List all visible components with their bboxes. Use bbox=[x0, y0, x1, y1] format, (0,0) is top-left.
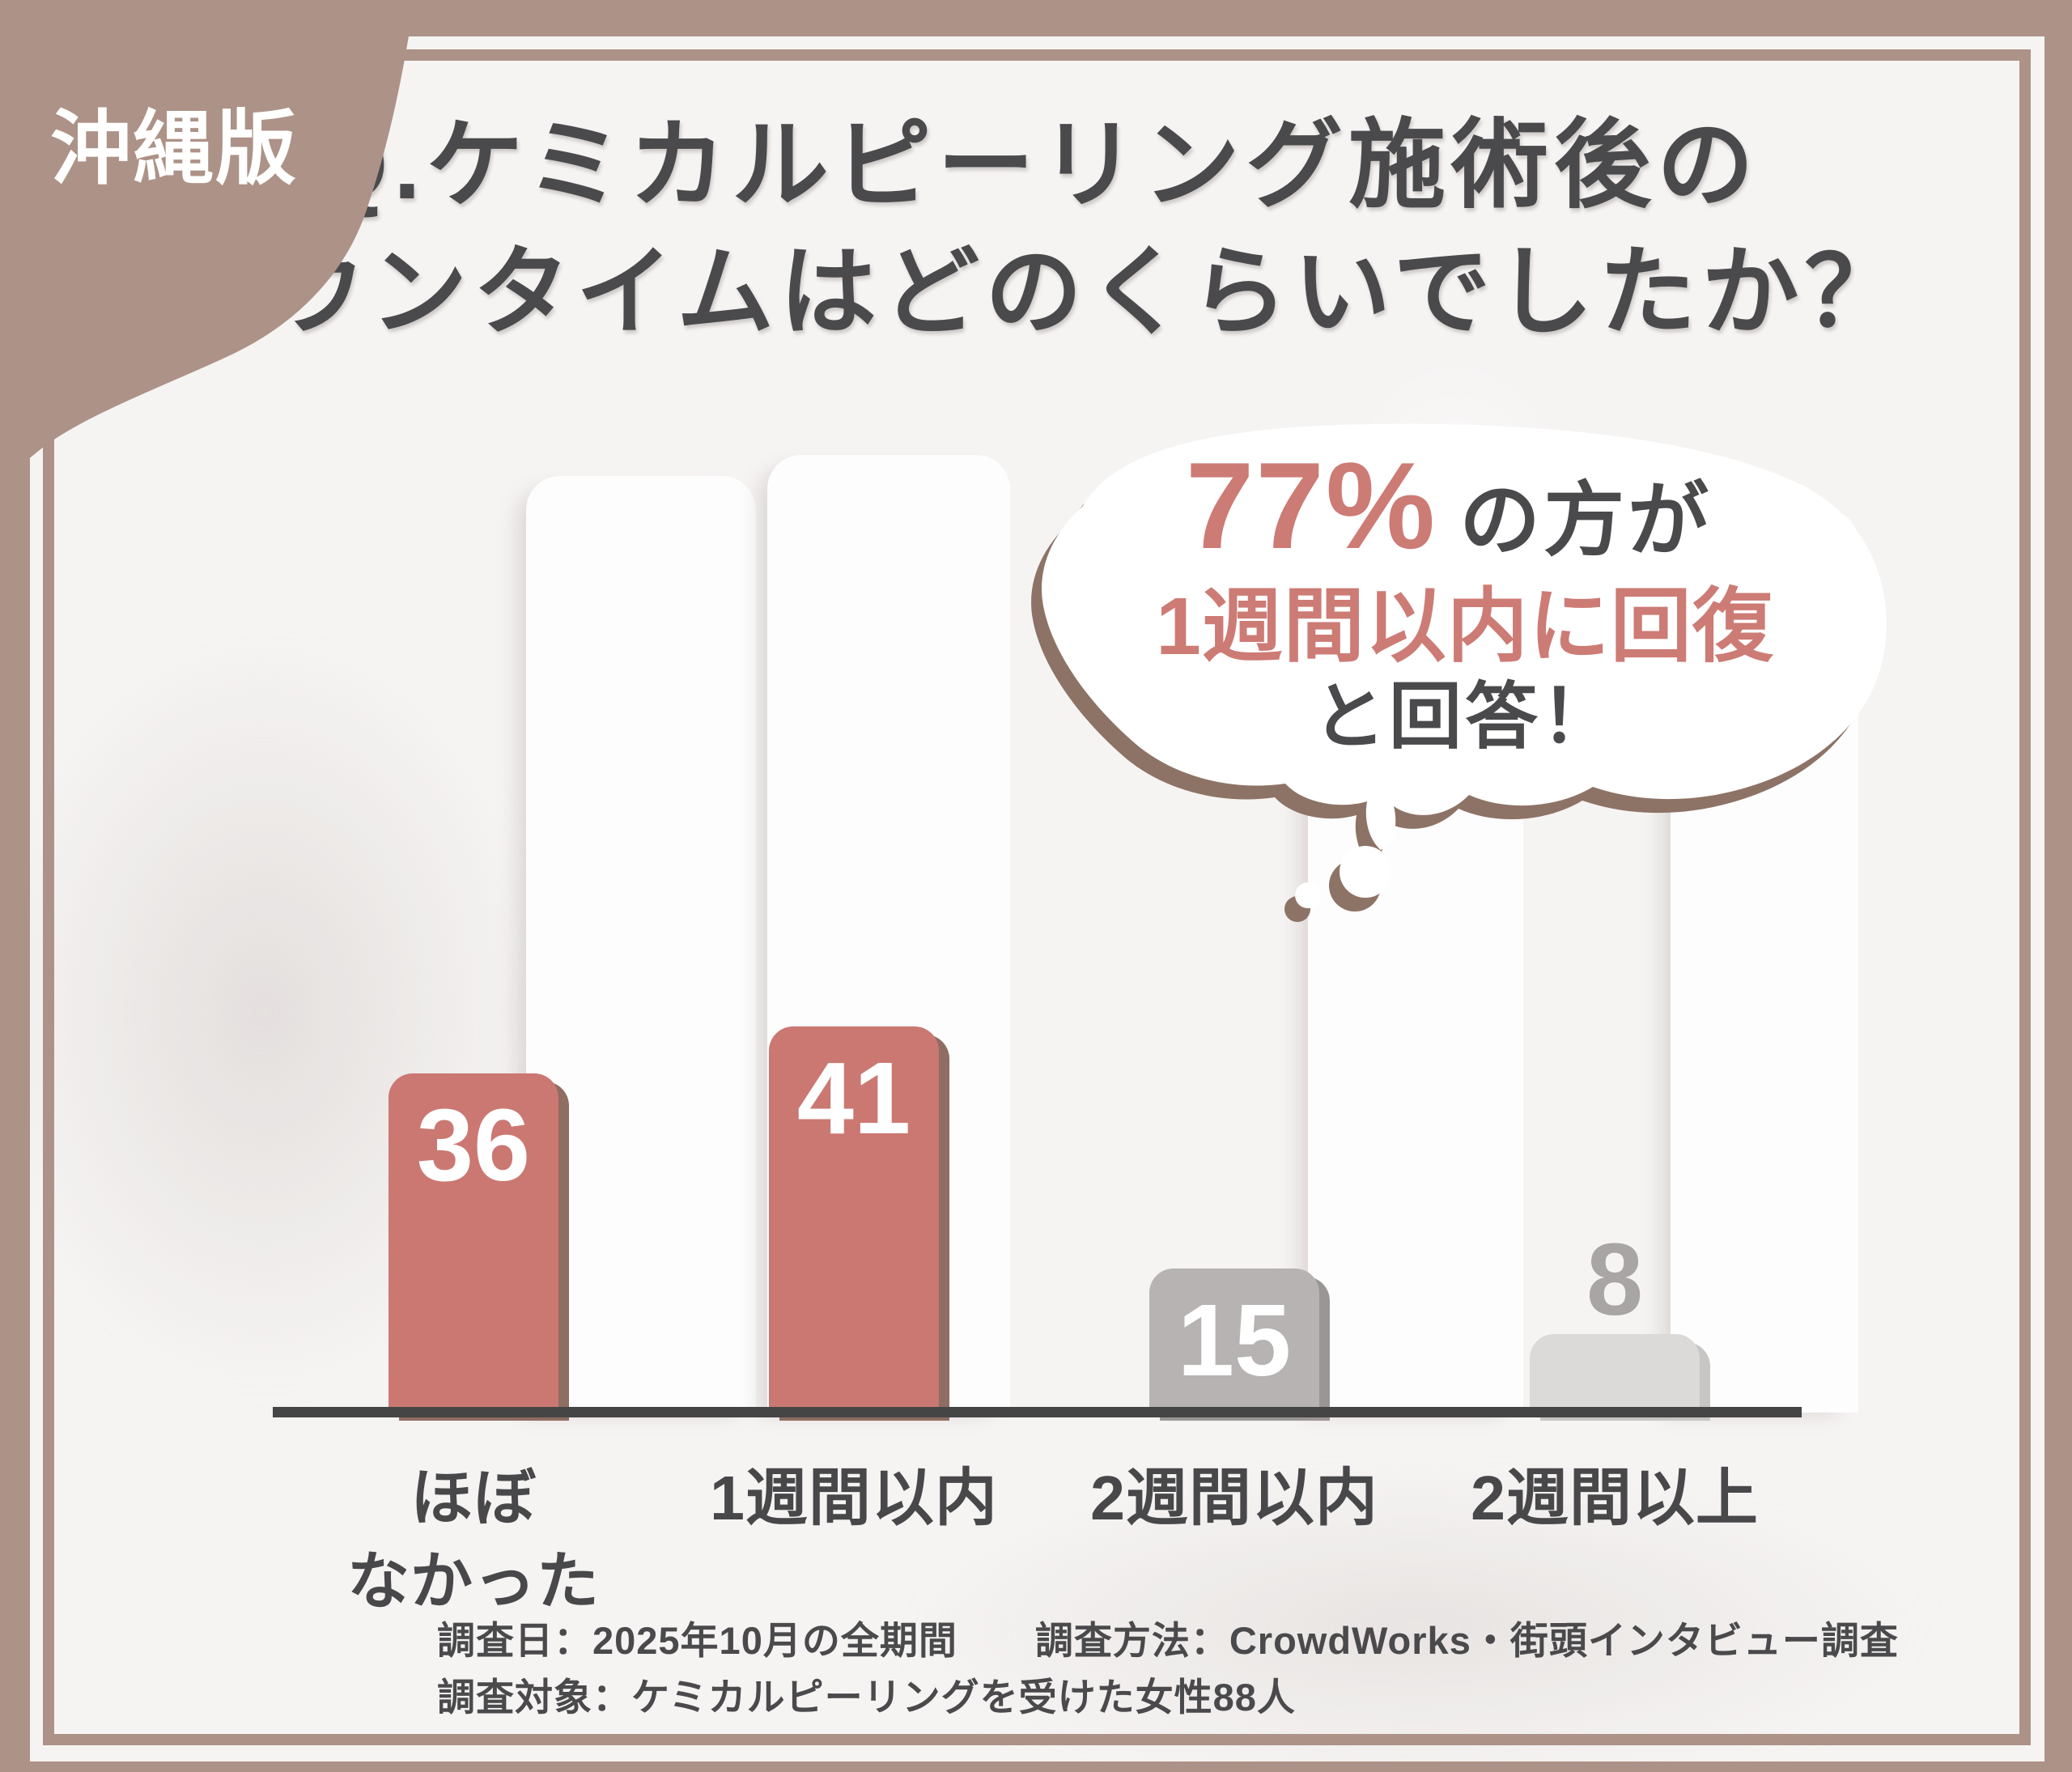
bar bbox=[769, 1026, 939, 1413]
bar-value-label: 36 bbox=[416, 1088, 531, 1202]
corner-blob bbox=[0, 0, 414, 482]
bar bbox=[388, 1073, 558, 1413]
footer-line1: 調査日：2025年10月の全期間 調査方法：CrowdWorks・街頭インタビュ… bbox=[437, 1619, 1899, 1662]
footer-line2: 調査対象：ケミカルピーリングを受けた女性88人 bbox=[437, 1676, 1296, 1719]
category-label: 2週間以内 bbox=[1090, 1464, 1378, 1533]
axis-line bbox=[273, 1407, 1802, 1417]
page-title-line1: Q.ケミカルピーリング施術後の bbox=[312, 111, 1760, 219]
footer: 調査日：2025年10月の全期間 調査方法：CrowdWorks・街頭インタビュ… bbox=[437, 1613, 1899, 1726]
bubble-answer: と回答！ bbox=[1313, 677, 1617, 758]
category-label: ほぼ なかった bbox=[347, 1464, 600, 1617]
bar bbox=[1149, 1268, 1319, 1413]
bubble-stat-suffix: の方が bbox=[1459, 475, 1713, 566]
category-label: 2週間以上 bbox=[1471, 1464, 1759, 1533]
bubble-dot-small bbox=[1295, 882, 1321, 908]
category-label: 1週間以内 bbox=[710, 1464, 998, 1533]
badge-label: 沖縄版 bbox=[50, 104, 298, 194]
bar-value-label: 41 bbox=[796, 1041, 911, 1155]
bubble-dot-large bbox=[1340, 846, 1391, 898]
bar-value-label: 15 bbox=[1177, 1283, 1292, 1397]
bar-value-label: 8 bbox=[1586, 1222, 1644, 1336]
bubble-stat: 77% bbox=[1185, 437, 1437, 575]
bar bbox=[1530, 1334, 1700, 1413]
bubble-stat-line: 77% の方が bbox=[1133, 436, 1764, 577]
